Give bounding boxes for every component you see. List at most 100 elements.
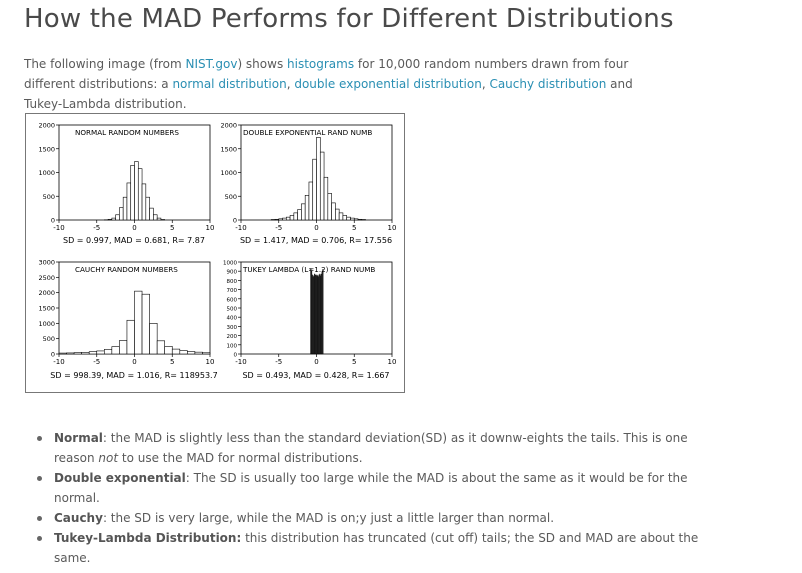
y-tick-label: 300 bbox=[227, 325, 238, 331]
x-tick-label: -10 bbox=[235, 224, 246, 232]
panel-caption: SD = 0.493, MAD = 0.428, R= 1.667 bbox=[242, 371, 389, 380]
x-tick-label: 10 bbox=[388, 224, 397, 232]
panel-title: CAUCHY RANDOM NUMBERS bbox=[75, 265, 178, 274]
histogram-figure: -10 -5 0 5 10 0 500 1000 1500 2000 NORMAL RANDOM N… bbox=[25, 113, 405, 393]
y-tick-label: 1500 bbox=[38, 145, 55, 153]
histogram-bar bbox=[346, 216, 351, 221]
histogram-bar bbox=[119, 340, 128, 355]
x-tick-label: 5 bbox=[170, 224, 174, 232]
y-tick-label: 2000 bbox=[38, 122, 55, 130]
x-tick-label: 10 bbox=[388, 358, 397, 366]
y-tick-label: 500 bbox=[227, 307, 238, 313]
histogram-bar bbox=[66, 352, 75, 355]
y-tick-label: 1000 bbox=[38, 169, 55, 177]
y-tick-label: 400 bbox=[227, 316, 238, 322]
x-tick-label: -10 bbox=[53, 358, 64, 366]
list-item: Normal: the MAD is slightly less than th… bbox=[24, 428, 704, 468]
cauchy-distribution-link[interactable]: Cauchy distribution bbox=[489, 77, 607, 91]
histogram-bar bbox=[282, 217, 287, 221]
histogram-bar bbox=[357, 218, 363, 221]
y-tick-label: 100 bbox=[227, 343, 238, 349]
y-tick-label: 1500 bbox=[38, 305, 55, 313]
histogram-bar bbox=[308, 181, 314, 221]
x-tick-label: 5 bbox=[352, 224, 356, 232]
normal-distribution-link[interactable]: normal distribution bbox=[172, 77, 287, 91]
y-tick-label: 900 bbox=[227, 270, 238, 276]
histograms-link[interactable]: histograms bbox=[287, 57, 355, 71]
x-tick-label: 0 bbox=[132, 358, 136, 366]
histogram-bar bbox=[338, 212, 344, 221]
y-tick-label: 2500 bbox=[38, 274, 55, 282]
histogram-bar bbox=[304, 195, 310, 221]
histogram-bar bbox=[350, 217, 355, 221]
histogram-bar bbox=[134, 290, 143, 355]
histogram-bar bbox=[156, 340, 165, 355]
histogram-bar bbox=[111, 346, 120, 355]
panel-caption: SD = 1.417, MAD = 0.706, R= 17.556 bbox=[240, 236, 392, 245]
histogram-bar bbox=[342, 215, 347, 221]
double-exponential-link[interactable]: double exponential distribution bbox=[294, 77, 482, 91]
histogram-bar bbox=[149, 323, 158, 355]
histogram-bar bbox=[126, 182, 132, 221]
x-tick-label: 5 bbox=[170, 358, 174, 366]
x-tick-label: 0 bbox=[314, 224, 318, 232]
histogram-bar bbox=[187, 351, 196, 355]
histogram-bar bbox=[73, 352, 82, 355]
y-tick-label: 0 bbox=[51, 217, 55, 225]
x-tick-label: 0 bbox=[314, 358, 318, 366]
y-tick-label: 200 bbox=[227, 334, 238, 340]
histogram-bar bbox=[137, 168, 143, 221]
histogram-bar bbox=[297, 209, 302, 221]
nist-link[interactable]: NIST.gov bbox=[185, 57, 238, 71]
bullet-term: Cauchy bbox=[54, 511, 103, 525]
intro-paragraph: The following image (from NIST.gov) show… bbox=[24, 57, 633, 111]
x-tick-label: 10 bbox=[206, 224, 215, 232]
histogram-bar bbox=[107, 218, 113, 221]
list-item: Double exponential: The SD is usually to… bbox=[24, 468, 704, 508]
histogram-bar bbox=[293, 212, 298, 221]
histogram-bar bbox=[353, 218, 359, 221]
histogram-bar bbox=[141, 293, 150, 355]
y-tick-label: 500 bbox=[43, 193, 55, 201]
panel-title: NORMAL RANDOM NUMBERS bbox=[75, 128, 179, 137]
y-tick-label: 600 bbox=[227, 297, 238, 303]
histogram-bar bbox=[202, 352, 211, 355]
histogram-bar bbox=[126, 319, 135, 355]
x-tick-label: 10 bbox=[206, 358, 215, 366]
distribution-notes-list: Normal: the MAD is slightly less than th… bbox=[24, 428, 704, 568]
histogram-bar bbox=[316, 137, 321, 221]
panel-title: TUKEY LAMBDA (L=1.2) RAND NUMB bbox=[242, 265, 375, 274]
histogram-bar bbox=[274, 218, 280, 221]
histogram-bar bbox=[278, 218, 283, 221]
y-tick-label: 500 bbox=[43, 335, 55, 343]
histogram-bar bbox=[145, 196, 150, 221]
histogram-bar bbox=[115, 214, 120, 221]
histogram-bar bbox=[81, 352, 90, 355]
list-item: Cauchy: the SD is very large, while the … bbox=[24, 508, 704, 528]
y-tick-label: 2000 bbox=[220, 122, 237, 130]
x-tick-label: -10 bbox=[53, 224, 64, 232]
bullet-term: Double exponential bbox=[54, 471, 186, 485]
y-tick-label: 2000 bbox=[38, 289, 55, 297]
panel-title: DOUBLE EXPONENTIAL RAND NUMB bbox=[243, 128, 372, 137]
x-tick-label: -5 bbox=[93, 224, 100, 232]
y-tick-label: 0 bbox=[51, 351, 55, 359]
histogram-bar bbox=[149, 207, 154, 221]
y-tick-label: 1000 bbox=[38, 320, 55, 328]
list-item: Tukey-Lambda Distribution: this distribu… bbox=[24, 528, 704, 568]
histogram-bar bbox=[335, 208, 340, 221]
histogram-bar bbox=[141, 183, 147, 221]
histogram-bar bbox=[134, 161, 139, 221]
y-tick-label: 700 bbox=[227, 288, 238, 294]
histogram-bar bbox=[323, 176, 329, 221]
histogram-bar bbox=[319, 151, 325, 221]
x-tick-label: -5 bbox=[93, 358, 100, 366]
histogram-bar bbox=[88, 351, 98, 355]
histogram-bar bbox=[96, 350, 105, 355]
histogram-bar bbox=[171, 348, 181, 355]
histogram-bar bbox=[322, 269, 324, 355]
panel-caption: SD = 998.39, MAD = 1.016, R= 118953.7 bbox=[50, 371, 217, 380]
histogram-bar bbox=[289, 215, 295, 221]
histogram-bar bbox=[312, 158, 317, 221]
